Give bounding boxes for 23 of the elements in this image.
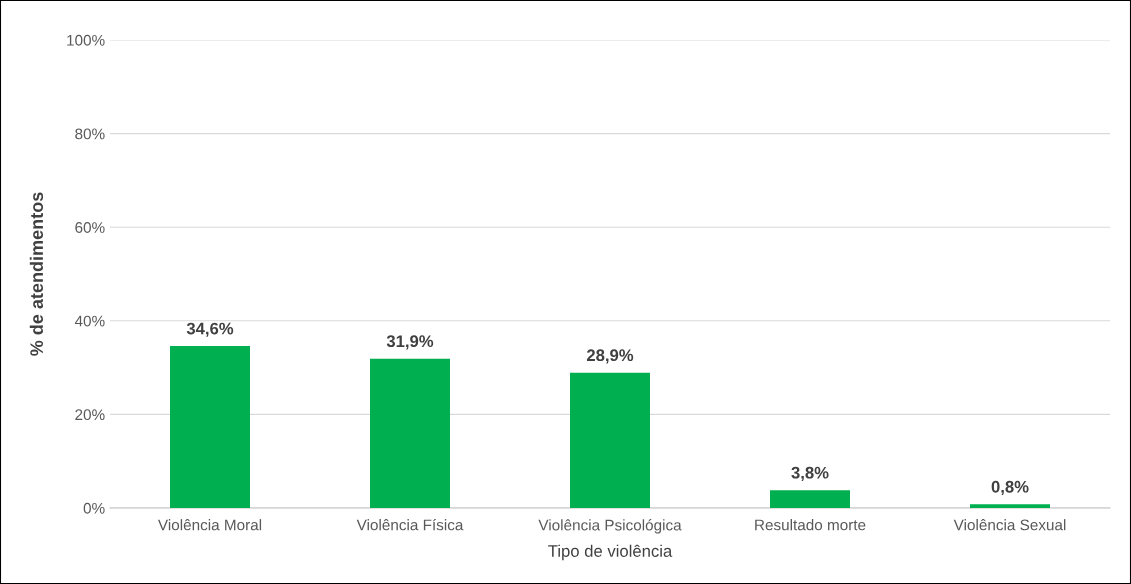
x-tick-label: Violência Sexual: [953, 519, 1066, 531]
bar: [170, 346, 250, 508]
y-tick-label: 40%: [74, 315, 105, 327]
data-label: 31,9%: [386, 335, 434, 350]
data-label: 34,6%: [186, 322, 234, 337]
data-label: 28,9%: [586, 349, 634, 364]
bar: [570, 372, 650, 508]
x-tick-label: Violência Psicológica: [538, 519, 682, 534]
y-tick-label: 60%: [75, 222, 105, 233]
x-tick-label: Violência Física: [356, 518, 464, 531]
bar: [970, 504, 1050, 508]
y-tick-label: 20%: [75, 409, 105, 421]
y-tick-label: 0%: [83, 502, 105, 514]
y-tick-label: 100%: [67, 34, 105, 46]
y-tick-label: 80%: [75, 128, 105, 140]
y-axis-title: % de atendimentos: [29, 192, 44, 356]
data-label: 3,8%: [791, 466, 829, 482]
x-tick-label: Resultado morte: [755, 519, 866, 531]
x-axis-title: Tipo de violência: [548, 544, 673, 561]
x-tick-label: Violência Moral: [157, 519, 262, 531]
bar: [770, 490, 850, 508]
bar: [370, 358, 450, 508]
data-label: 0,8%: [991, 480, 1029, 496]
